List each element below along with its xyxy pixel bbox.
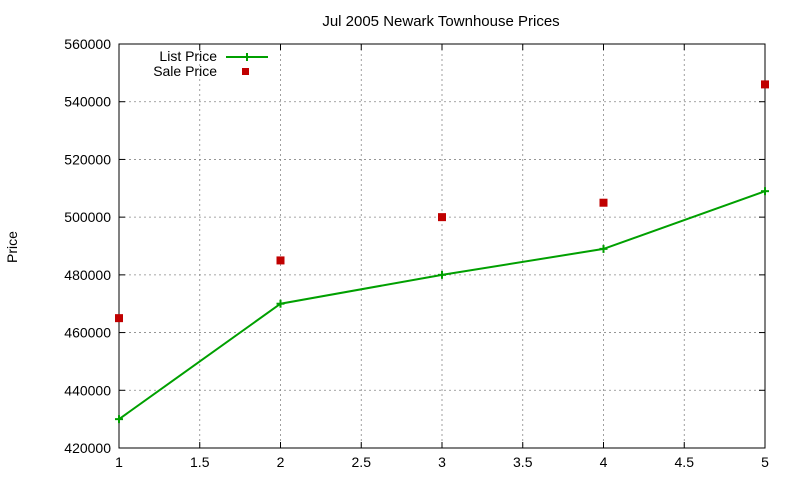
x-tick-label: 1: [115, 454, 123, 470]
x-tick-label: 2.5: [352, 454, 372, 470]
y-tick-label: 460000: [64, 325, 111, 341]
x-tick-label: 5: [761, 454, 769, 470]
data-point-sale-price: [438, 213, 446, 222]
y-tick-label: 420000: [64, 440, 111, 456]
x-tick-label: 1.5: [190, 454, 210, 470]
data-point-list-price: [276, 299, 285, 308]
y-tick-label: 540000: [64, 94, 111, 110]
y-tick-label: 520000: [64, 151, 111, 167]
axis-ticks: 1 1.5 2 2.5 3 3.5 4 4.5 5 420000 440000 460000 48000…: [64, 36, 769, 470]
data-point-sale-price: [115, 314, 123, 323]
plot-frame: [118, 43, 766, 449]
data-point-list-price: [438, 270, 446, 279]
data-point-list-price: [599, 244, 608, 253]
legend: List Price Sale Price: [153, 48, 268, 79]
legend-marker-list-price: [243, 53, 251, 61]
data-point-sale-price: [599, 198, 608, 207]
legend-marker-sale-price: [242, 68, 249, 75]
x-tick-label: 3.5: [513, 454, 533, 470]
legend-label-list-price: List Price: [159, 48, 217, 64]
series-layer: [115, 80, 769, 424]
data-point-sale-price: [276, 256, 285, 265]
chart-title: Jul 2005 Newark Townhouse Prices: [322, 13, 559, 30]
x-tick-label: 2: [277, 454, 285, 470]
data-point-sale-price: [761, 80, 769, 89]
legend-label-sale-price: Sale Price: [153, 63, 217, 79]
x-tick-label: 3: [438, 454, 446, 470]
data-point-list-price: [115, 415, 123, 424]
x-tick-label: 4.5: [675, 454, 695, 470]
y-tick-label: 440000: [64, 382, 111, 398]
y-axis-label: Price: [4, 231, 20, 263]
y-tick-label: 480000: [64, 267, 111, 283]
data-point-list-price: [761, 187, 769, 196]
y-tick-label: 500000: [64, 209, 111, 225]
grid: [118, 43, 766, 449]
x-tick-label: 4: [600, 454, 608, 470]
y-tick-label: 560000: [64, 36, 111, 52]
